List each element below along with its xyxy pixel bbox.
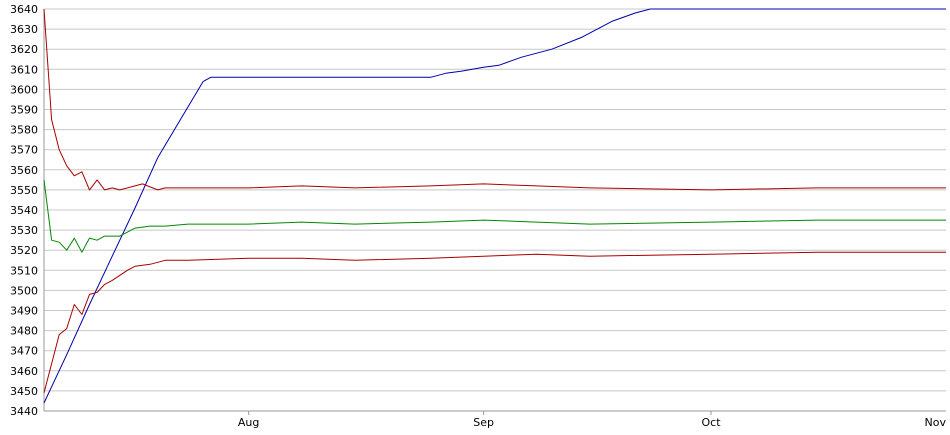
x-axis-ticks: Aug Sep Oct Nov [238,411,947,429]
y-axis-ticks: 3440 3450 3460 3470 3480 3490 3500 3510 3520 3530… [10,3,38,418]
x-tick-label: Sep [473,416,494,429]
series-line-3 [43,179,946,253]
series-lines [43,8,946,404]
y-tick-label: 3500 [10,284,38,297]
y-tick-label: 3560 [10,164,38,177]
y-tick-label: 3630 [10,23,38,36]
series-line-1 [43,8,946,404]
gridlines [44,8,946,412]
y-tick-label: 3620 [10,43,38,56]
y-tick-label: 3450 [10,385,38,398]
y-tick-label: 3480 [10,325,38,338]
y-tick-label: 3640 [10,3,38,16]
y-tick-label: 3440 [10,405,38,418]
y-tick-label: 3540 [10,204,38,217]
y-tick-label: 3580 [10,124,38,137]
y-tick-label: 3570 [10,144,38,157]
series-line-2 [43,8,946,191]
x-tick-label: Aug [238,416,259,429]
y-tick-label: 3550 [10,184,38,197]
y-tick-label: 3610 [10,63,38,76]
y-tick-label: 3520 [10,244,38,257]
y-tick-label: 3490 [10,305,38,318]
x-tick-label: Oct [702,416,722,429]
y-tick-label: 3530 [10,224,38,237]
y-tick-label: 3590 [10,104,38,117]
y-tick-label: 3460 [10,365,38,378]
y-tick-label: 3510 [10,264,38,277]
y-tick-label: 3470 [10,345,38,358]
series-line-4 [43,251,946,394]
y-tick-label: 3600 [10,83,38,96]
x-tick-label: Nov [925,416,947,429]
